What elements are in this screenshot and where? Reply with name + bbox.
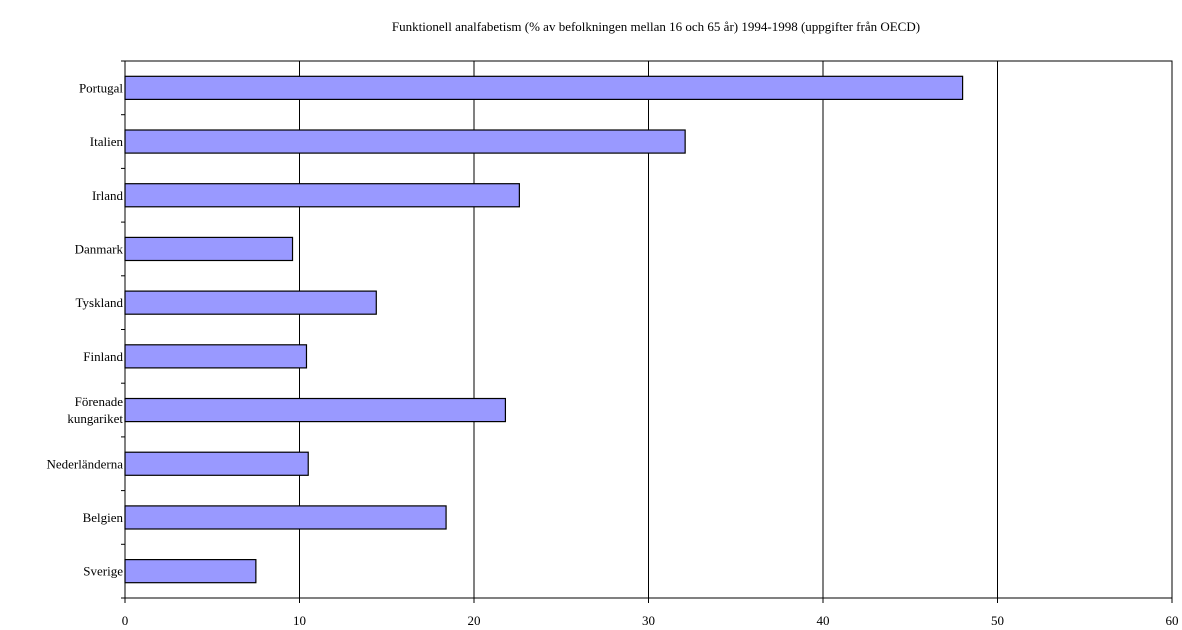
- tick-labels: 0 10 20 30 40 50 60: [122, 613, 1179, 628]
- bar: [124, 451, 309, 476]
- x-tick-label: 10: [293, 613, 306, 628]
- x-tick-label: 20: [468, 613, 481, 628]
- bar: [124, 290, 377, 315]
- category-label: Irland: [92, 188, 124, 203]
- category-label: Förenade: [75, 394, 124, 409]
- category-label: Italien: [90, 134, 124, 149]
- x-tick-label: 0: [122, 613, 129, 628]
- category-labels: Portugal Italien Irland Danmark Tyskland Finl…: [46, 80, 123, 578]
- bar: [124, 344, 308, 369]
- bar: [124, 559, 257, 584]
- category-label: Sverige: [83, 564, 123, 579]
- bars: [124, 75, 964, 584]
- category-label: Portugal: [79, 80, 123, 95]
- x-tick-label: 60: [1166, 613, 1179, 628]
- chart-title: Funktionell analfabetism (% av befolknin…: [392, 19, 920, 34]
- bar: [124, 236, 294, 262]
- category-label: Finland: [83, 349, 123, 364]
- category-label: Tyskland: [76, 295, 124, 310]
- bar: [124, 75, 964, 100]
- x-tick-label: 50: [991, 613, 1004, 628]
- bar: [124, 505, 447, 530]
- bar: [124, 129, 686, 154]
- category-label: Belgien: [83, 510, 124, 525]
- category-label: Danmark: [75, 241, 124, 256]
- x-tick-label: 30: [642, 613, 655, 628]
- category-label: kungariket: [67, 411, 123, 426]
- axes: [121, 60, 1173, 603]
- x-tick-label: 40: [817, 613, 830, 628]
- bar: [124, 183, 520, 208]
- bar: [124, 397, 507, 423]
- category-label: Nederländerna: [46, 456, 123, 471]
